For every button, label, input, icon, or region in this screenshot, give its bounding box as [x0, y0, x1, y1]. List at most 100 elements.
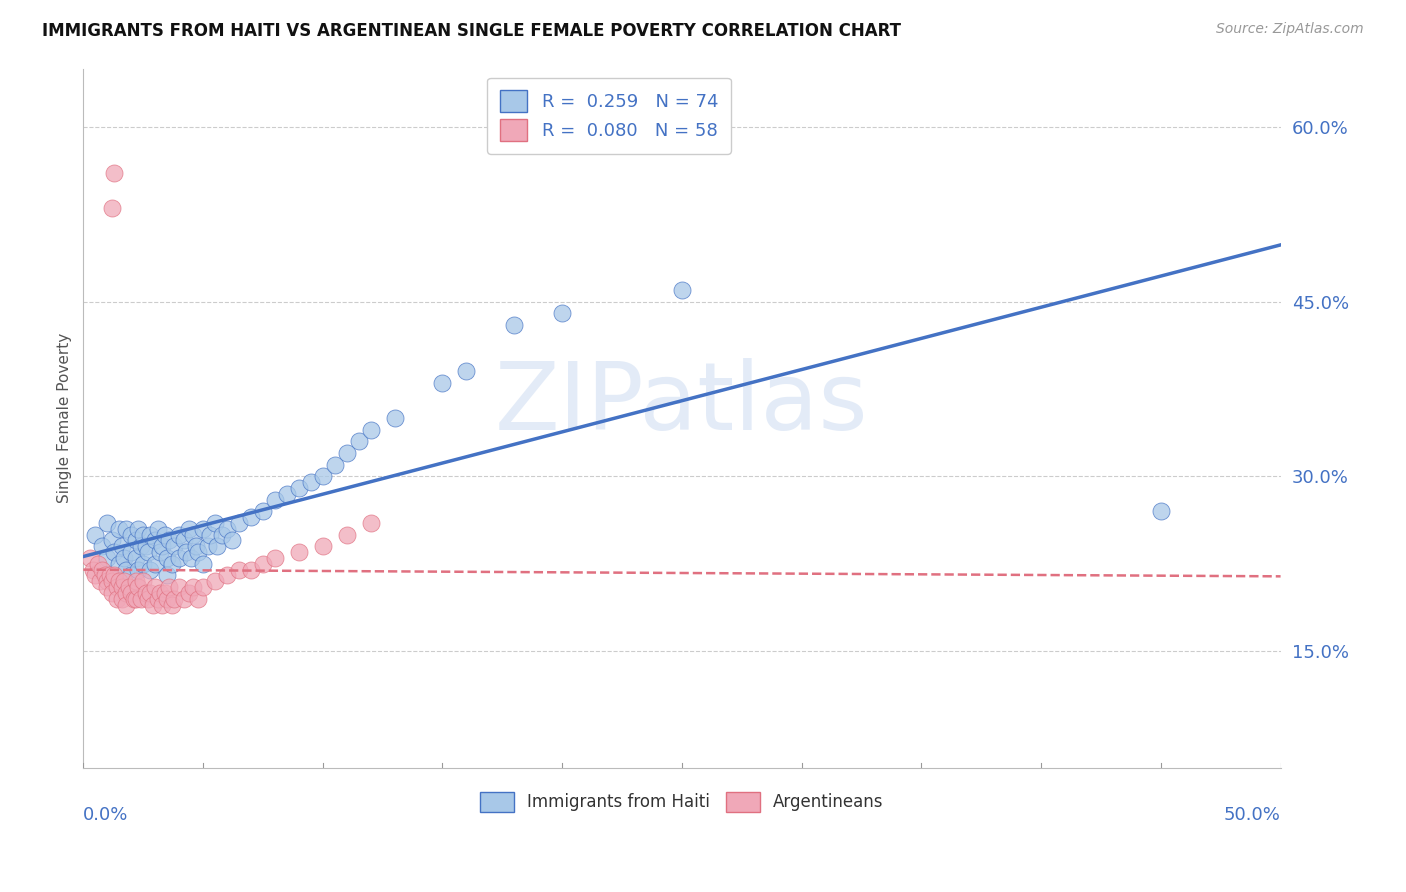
Point	[125, 591, 148, 606]
Point	[146, 591, 169, 606]
Point	[105, 580, 128, 594]
Point	[173, 591, 195, 606]
Point	[112, 551, 135, 566]
Point	[94, 568, 117, 582]
Point	[153, 586, 176, 600]
Point	[149, 545, 172, 559]
Point	[132, 557, 155, 571]
Point	[215, 568, 238, 582]
Point	[312, 539, 335, 553]
Point	[239, 510, 262, 524]
Point	[136, 545, 159, 559]
Point	[156, 568, 179, 582]
Point	[143, 557, 166, 571]
Point	[156, 551, 179, 566]
Text: 50.0%: 50.0%	[1223, 806, 1281, 824]
Point	[336, 527, 359, 541]
Text: 0.0%: 0.0%	[83, 806, 129, 824]
Point	[159, 533, 181, 548]
Point	[89, 574, 111, 589]
Point	[96, 574, 118, 589]
Point	[150, 539, 173, 553]
Point	[163, 591, 186, 606]
Point	[120, 545, 142, 559]
Point	[177, 586, 200, 600]
Point	[103, 166, 125, 180]
Point	[211, 527, 233, 541]
Point	[163, 539, 186, 553]
Point	[103, 568, 125, 582]
Point	[129, 539, 152, 553]
Legend: Immigrants from Haiti, Argentineans: Immigrants from Haiti, Argentineans	[474, 785, 890, 819]
Point	[96, 516, 118, 530]
Point	[288, 481, 311, 495]
Point	[86, 557, 108, 571]
Point	[96, 580, 118, 594]
Point	[120, 586, 142, 600]
Point	[135, 539, 157, 553]
Point	[135, 586, 157, 600]
Point	[160, 557, 183, 571]
Point	[91, 539, 114, 553]
Point	[101, 533, 124, 548]
Text: Source: ZipAtlas.com: Source: ZipAtlas.com	[1216, 22, 1364, 37]
Point	[136, 591, 159, 606]
Point	[125, 551, 148, 566]
Point	[187, 591, 209, 606]
Point	[139, 563, 162, 577]
Point	[103, 545, 125, 559]
Point	[115, 598, 138, 612]
Point	[360, 423, 382, 437]
Point	[105, 591, 128, 606]
Point	[125, 574, 148, 589]
Point	[323, 458, 346, 472]
Point	[101, 586, 124, 600]
Point	[204, 574, 226, 589]
Point	[276, 487, 298, 501]
Point	[143, 580, 166, 594]
Point	[139, 527, 162, 541]
Point	[1150, 504, 1173, 518]
Point	[239, 563, 262, 577]
Point	[101, 202, 124, 216]
Point	[91, 563, 114, 577]
Point	[263, 492, 285, 507]
Point	[118, 580, 141, 594]
Point	[167, 527, 190, 541]
Point	[110, 591, 132, 606]
Point	[108, 522, 131, 536]
Point	[153, 527, 176, 541]
Point	[110, 580, 132, 594]
Point	[671, 283, 693, 297]
Point	[79, 551, 101, 566]
Point	[122, 591, 145, 606]
Point	[143, 533, 166, 548]
Point	[228, 516, 250, 530]
Point	[120, 568, 142, 582]
Point	[221, 533, 243, 548]
Point	[150, 598, 173, 612]
Point	[101, 574, 124, 589]
Point	[84, 527, 107, 541]
Point	[149, 586, 172, 600]
Point	[183, 527, 205, 541]
Point	[156, 591, 179, 606]
Point	[252, 504, 274, 518]
Point	[360, 516, 382, 530]
Point	[139, 586, 162, 600]
Point	[115, 586, 138, 600]
Point	[146, 522, 169, 536]
Point	[108, 574, 131, 589]
Point	[173, 533, 195, 548]
Point	[159, 580, 181, 594]
Point	[96, 551, 118, 566]
Point	[215, 522, 238, 536]
Point	[551, 306, 574, 320]
Point	[252, 557, 274, 571]
Point	[115, 522, 138, 536]
Y-axis label: Single Female Poverty: Single Female Poverty	[58, 333, 72, 503]
Point	[127, 563, 149, 577]
Point	[200, 527, 222, 541]
Point	[108, 557, 131, 571]
Point	[98, 568, 121, 582]
